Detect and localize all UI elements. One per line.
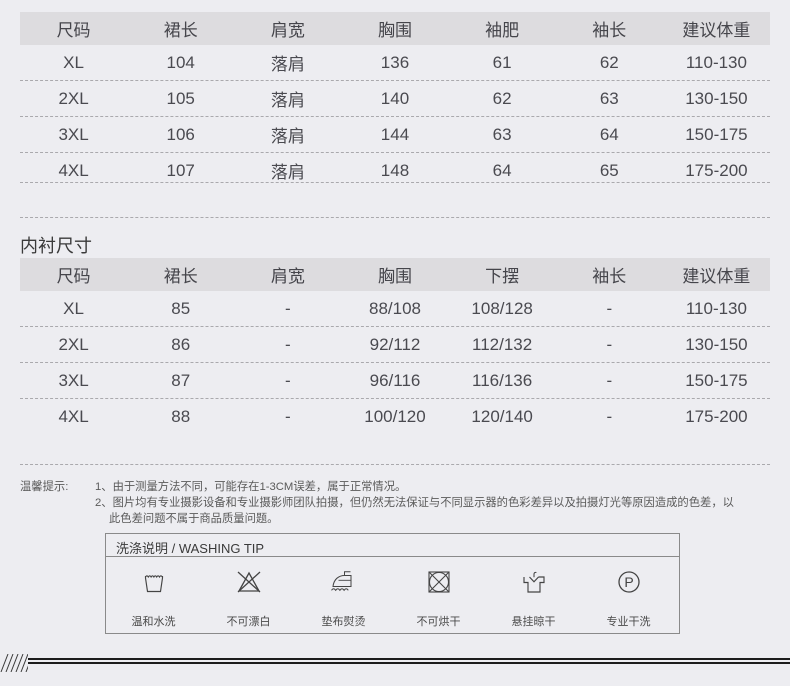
svg-text:P: P bbox=[624, 574, 633, 590]
